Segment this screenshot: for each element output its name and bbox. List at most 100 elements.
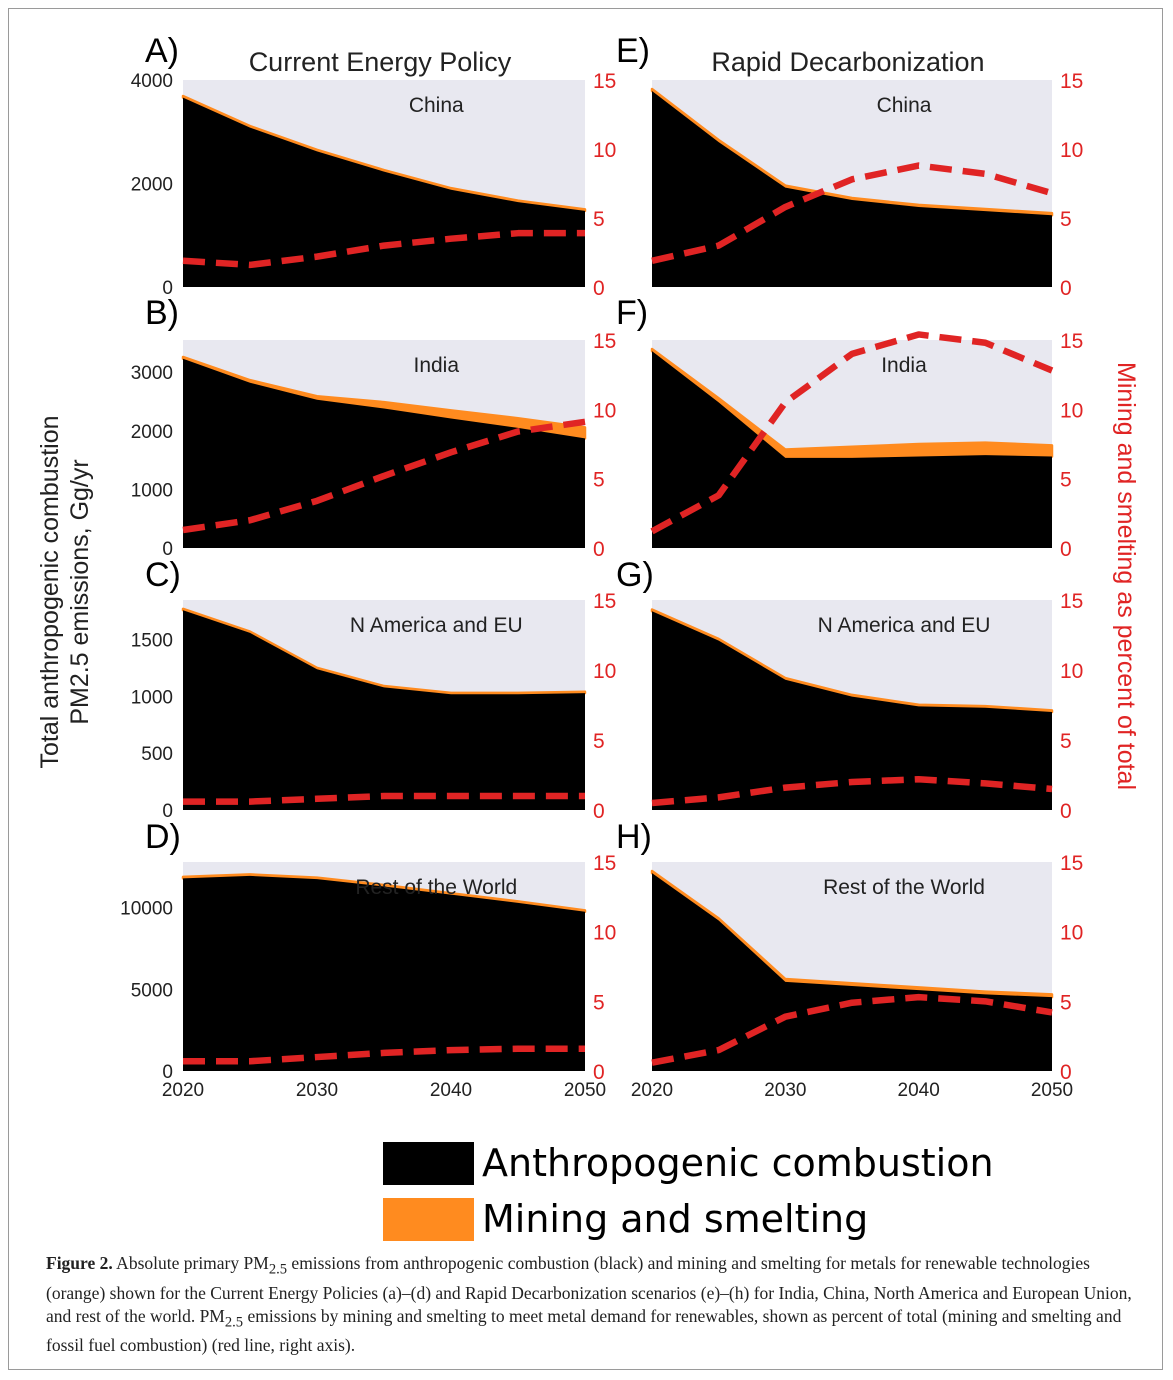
legend-swatch-combustion <box>383 1142 474 1185</box>
panel-c-y2tick-label: 15 <box>593 590 616 613</box>
panel-b: 0 1000 2000 3000 0 5 10 15 India B) <box>131 294 617 561</box>
panel-d-y2tick-label: 15 <box>593 852 616 875</box>
right-axis-label-text: Mining and smelting as percent of total <box>1112 362 1140 790</box>
panel-f: 0 5 10 15 India F) <box>616 294 1083 561</box>
legend-label-combustion: Anthropogenic combustion <box>482 1141 994 1185</box>
panel-g: 0 5 10 15 N America and EU G) <box>616 556 1083 823</box>
panel-d-percent-line <box>183 1045 585 1065</box>
column-title-right: Rapid Decarbonization <box>711 47 984 77</box>
panel-b-ytick-label: 3000 <box>131 363 173 384</box>
caption-sub-2: 2.5 <box>224 1314 244 1330</box>
panel-f-y2tick-label: 15 <box>1060 330 1083 353</box>
caption-lead: Figure 2. <box>46 1253 113 1273</box>
panel-f-letter: F) <box>616 294 648 332</box>
panel-c-ytick-label: 1000 <box>131 687 173 708</box>
panel-h-region-label: Rest of the World <box>823 876 985 899</box>
panel-c-percent-line <box>183 792 585 805</box>
panel-a-ytick-label: 0 <box>162 278 173 299</box>
panel-a-percent-line <box>182 229 585 269</box>
panel-b-y2tick-label: 5 <box>593 469 605 492</box>
figure-frame <box>8 8 1163 1370</box>
x-tick-labels: 2020 2030 2040 2050 2020 2030 2040 2050 <box>162 1080 1073 1101</box>
panel-b-region-label: India <box>413 354 459 377</box>
panel-c-letter: C) <box>145 556 181 594</box>
panel-f-percent-line <box>650 331 1054 535</box>
panel-a-combustion-area <box>183 97 585 287</box>
x-tick-label: 2020 <box>631 1080 673 1101</box>
panel-a-letter: A) <box>145 32 179 70</box>
panel-h-y2tick-label: 0 <box>1060 1061 1072 1084</box>
panel-a-y2tick-label: 0 <box>593 277 605 300</box>
left-axis-label-line-1: Total anthropogenic combustion <box>36 415 64 768</box>
panel-h-letter: H) <box>616 818 652 856</box>
panel-d-letter: D) <box>145 818 181 856</box>
panel-d-combustion-area <box>183 875 585 1071</box>
panel-c-y2tick-label: 0 <box>593 800 605 823</box>
legend-label-mining: Mining and smelting <box>482 1197 868 1241</box>
panel-e-y2tick-label: 10 <box>1060 139 1083 162</box>
panel-h-y2tick-label: 10 <box>1060 922 1083 945</box>
panel-e-y2tick-label: 5 <box>1060 208 1072 231</box>
x-tick-label: 2030 <box>296 1080 338 1101</box>
panel-c-ytick-label: 500 <box>141 744 173 765</box>
panel-f-y2tick-label: 0 <box>1060 538 1072 561</box>
panel-b-y2tick-label: 15 <box>593 330 616 353</box>
left-axis-label-line-2: PM2.5 emissions, Gg/yr <box>66 459 94 724</box>
figure-svg: Current Energy Policy Rapid Decarbonizat… <box>36 32 1140 1241</box>
panel-b-percent-line <box>182 418 586 534</box>
panel-b-combustion-area <box>183 358 585 548</box>
panel-a-y2tick-label: 5 <box>593 208 605 231</box>
panel-d: 0 5000 10000 0 5 10 15 Rest of the World D) <box>120 818 616 1084</box>
panel-b-ytick-label: 1000 <box>131 480 173 501</box>
x-tick-label: 2050 <box>1031 1080 1073 1101</box>
panel-g-y2tick-label: 0 <box>1060 800 1072 823</box>
panel-b-y2tick-label: 10 <box>593 399 616 422</box>
panel-g-percent-line <box>651 775 1053 807</box>
panel-g-y2tick-label: 10 <box>1060 660 1083 683</box>
x-tick-label: 2040 <box>898 1080 940 1101</box>
column-title-left: Current Energy Policy <box>249 47 512 77</box>
x-tick-label: 2040 <box>430 1080 472 1101</box>
panel-f-y2tick-label: 5 <box>1060 469 1072 492</box>
panel-a-y2tick-label: 10 <box>593 139 616 162</box>
panel-g-combustion-area <box>652 611 1052 810</box>
panels: 020004000051015ChinaA)010002000300005101… <box>120 32 1083 1084</box>
panel-g-y2tick-label: 5 <box>1060 730 1072 753</box>
panel-d-y2tick-label: 10 <box>593 922 616 945</box>
panel-h-y2tick-label: 15 <box>1060 852 1083 875</box>
panel-a-y2tick-label: 15 <box>593 70 616 93</box>
x-tick-label: 2020 <box>162 1080 204 1101</box>
panel-e-percent-line <box>651 162 1053 264</box>
panel-a-ytick-label: 2000 <box>131 175 173 196</box>
caption-text-1: Absolute primary PM <box>112 1253 269 1273</box>
caption-sub-1: 2.5 <box>268 1261 288 1278</box>
panel-c-y2tick-label: 10 <box>593 660 616 683</box>
panel-g-letter: G) <box>616 556 654 594</box>
panel-h-combustion-area <box>652 873 1052 1071</box>
panel-e-y2tick-label: 15 <box>1060 70 1083 93</box>
left-axis-label: Total anthropogenic combustion PM2.5 emi… <box>36 415 94 768</box>
caption-text-2: emissions from anthropogenic combustion … <box>46 1253 1132 1326</box>
panel-d-y2tick-label: 0 <box>593 1061 605 1084</box>
panel-d-ytick-label: 10000 <box>120 899 173 920</box>
panel-c-mining-area <box>181 607 587 696</box>
panel-e: 0 5 10 15 China E) <box>616 32 1083 300</box>
panel-h: 0 5 10 15 Rest of the World H) <box>616 818 1083 1084</box>
panel-e-letter: E) <box>616 32 650 70</box>
panel-e-y2tick-label: 0 <box>1060 277 1072 300</box>
legend: Anthropogenic combustion Mining and smel… <box>383 1141 994 1241</box>
panel-c-combustion-area <box>183 610 585 810</box>
panel-h-y2tick-label: 5 <box>1060 991 1072 1014</box>
panel-e-region-label: China <box>877 94 932 117</box>
panel-c-y2tick-label: 5 <box>593 730 605 753</box>
x-tick-label: 2030 <box>764 1080 806 1101</box>
x-tick-label: 2050 <box>564 1080 606 1101</box>
panel-c: 0 500 1000 1500 0 5 10 15 N America and EU C) <box>131 556 617 823</box>
panel-f-y2tick-label: 10 <box>1060 399 1083 422</box>
panel-e-combustion-area <box>652 91 1052 287</box>
panel-b-ytick-label: 2000 <box>131 422 173 443</box>
panel-c-ytick-label: 0 <box>162 801 173 822</box>
panel-a-region-label: China <box>409 94 464 117</box>
caption-text-3: emissions by mining and smelting to meet… <box>46 1305 1122 1356</box>
panel-d-ytick-label: 5000 <box>131 980 173 1001</box>
